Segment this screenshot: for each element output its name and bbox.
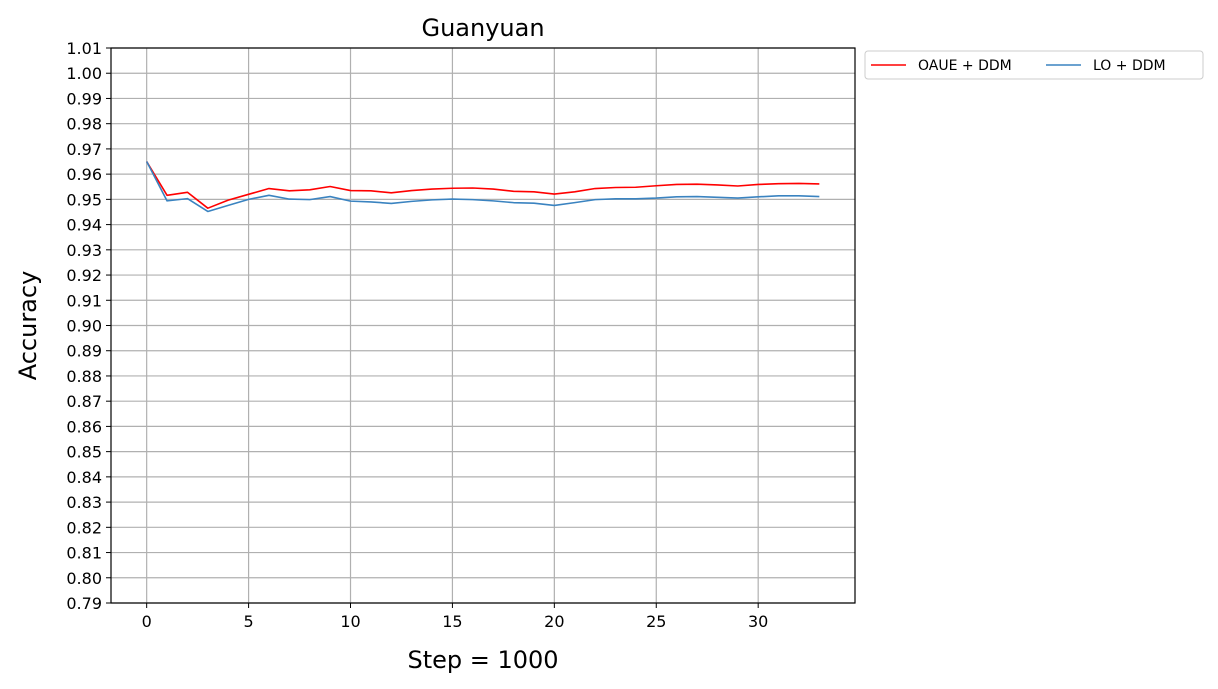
- series-line-1: [145, 161, 820, 209]
- y-tick-label: 0.88: [66, 367, 102, 386]
- y-tick-label: 0.82: [66, 518, 102, 537]
- y-tick-label: 0.79: [66, 594, 102, 613]
- y-tick-label: 0.90: [66, 317, 102, 336]
- series-lines: [145, 161, 820, 213]
- y-tick-label: 0.80: [66, 569, 102, 588]
- x-tick-label: 15: [442, 612, 462, 631]
- y-tick-label: 1.01: [66, 39, 102, 58]
- x-tick-label: 0: [142, 612, 152, 631]
- y-tick-label: 0.89: [66, 342, 102, 361]
- x-tick-label: 5: [243, 612, 253, 631]
- y-tick-label: 0.95: [66, 190, 102, 209]
- x-tick-label: 20: [544, 612, 564, 631]
- y-tick-label: 0.96: [66, 165, 102, 184]
- y-tick-label: 0.99: [66, 89, 102, 108]
- series-line-2: [145, 161, 820, 213]
- y-tick-label: 0.92: [66, 266, 102, 285]
- legend-label: OAUE + DDM: [918, 58, 1012, 74]
- y-tick-label: 0.98: [66, 115, 102, 134]
- x-axis-ticks: 0 5 10 15 20 25 30: [142, 603, 768, 631]
- legend: OAUE + DDM LO + DDM: [864, 50, 1204, 80]
- y-tick-label: 0.84: [66, 468, 102, 487]
- x-tick-label: 10: [340, 612, 360, 631]
- y-tick-label: 0.81: [66, 544, 102, 563]
- y-tick-label: 0.83: [66, 493, 102, 512]
- grid: [111, 47, 855, 604]
- legend-box: [864, 50, 1204, 80]
- x-tick-label: 25: [646, 612, 666, 631]
- x-axis-label: Step = 1000: [407, 646, 558, 674]
- chart-title: Guanyuan: [421, 14, 544, 42]
- y-axis-label: Accuracy: [14, 271, 42, 381]
- y-tick-label: 0.85: [66, 443, 102, 462]
- y-tick-label: 0.97: [66, 140, 102, 159]
- x-tick-label: 30: [748, 612, 768, 631]
- y-tick-label: 0.91: [66, 291, 102, 310]
- y-tick-label: 0.93: [66, 241, 102, 260]
- legend-label: LO + DDM: [1093, 58, 1166, 74]
- y-tick-label: 1.00: [66, 64, 102, 83]
- y-tick-label: 0.94: [66, 216, 102, 235]
- y-tick-label: 0.87: [66, 392, 102, 411]
- y-tick-label: 0.86: [66, 417, 102, 436]
- y-axis-ticks: 0.79 0.80 0.81 0.82 0.83 0.84 0.85 0.86 0.87 0.88…: [66, 39, 111, 613]
